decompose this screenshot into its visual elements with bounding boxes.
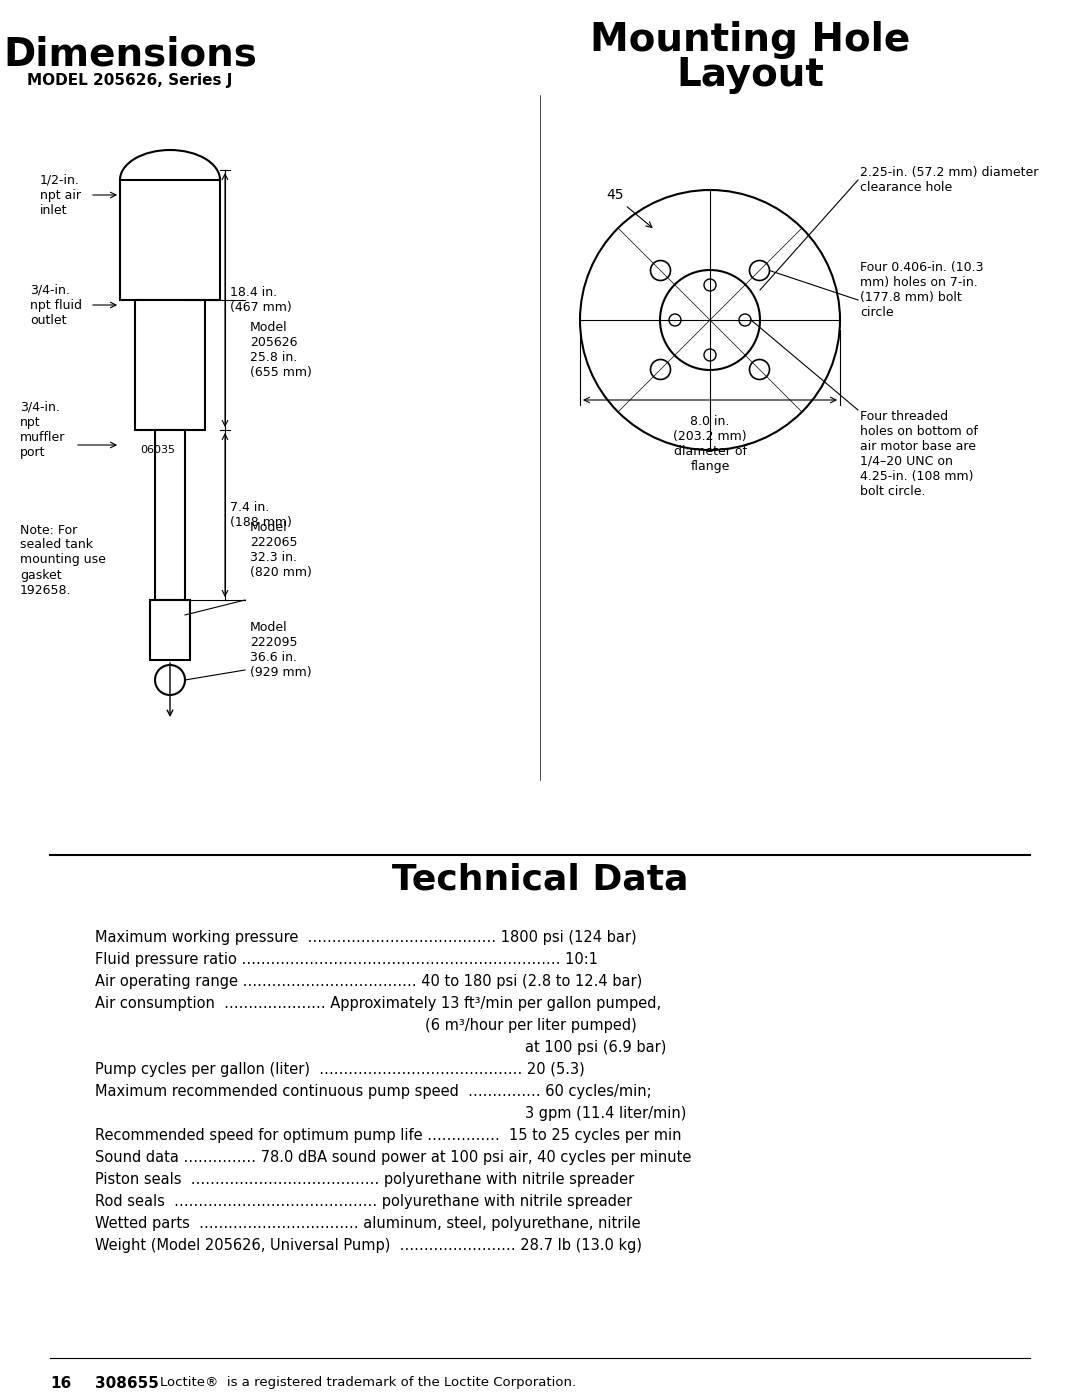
- Text: MODEL 205626, Series J: MODEL 205626, Series J: [27, 73, 232, 88]
- Text: Weight (Model 205626, Universal Pump)  …………………… 28.7 lb (13.0 kg): Weight (Model 205626, Universal Pump) ………: [95, 1238, 642, 1253]
- Text: 18.4 in.
(467 mm): 18.4 in. (467 mm): [230, 286, 292, 314]
- Text: 308655: 308655: [95, 1376, 159, 1391]
- Text: Pump cycles per gallon (liter)  …………………………………… 20 (5.3): Pump cycles per gallon (liter) …………………………: [95, 1062, 584, 1077]
- Bar: [156, 430, 185, 599]
- Text: 3 gpm (11.4 liter/min): 3 gpm (11.4 liter/min): [525, 1106, 687, 1120]
- Text: 2.25-in. (57.2 mm) diameter
clearance hole: 2.25-in. (57.2 mm) diameter clearance ho…: [860, 166, 1038, 194]
- Circle shape: [704, 349, 716, 360]
- Text: 06035: 06035: [140, 446, 175, 455]
- Text: Fluid pressure ratio ………………………………………………………… 10:1: Fluid pressure ratio ……………………………………………………: [95, 951, 598, 967]
- Text: Four threaded
holes on bottom of
air motor base are
1/4–20 UNC on
4.25-in. (108 : Four threaded holes on bottom of air mot…: [860, 409, 977, 497]
- Text: 8.0 in.
(203.2 mm)
diameter of
flange: 8.0 in. (203.2 mm) diameter of flange: [673, 415, 746, 474]
- Text: Mounting Hole: Mounting Hole: [590, 21, 910, 59]
- Text: Air operating range ……………………………… 40 to 180 psi (2.8 to 12.4 bar): Air operating range ……………………………… 40 to 1…: [95, 974, 643, 989]
- Bar: [150, 599, 190, 659]
- Circle shape: [580, 190, 840, 450]
- Text: at 100 psi (6.9 bar): at 100 psi (6.9 bar): [525, 1039, 666, 1055]
- Text: Note: For
sealed tank
mounting use
gasket
192658.: Note: For sealed tank mounting use gaske…: [21, 524, 106, 597]
- Circle shape: [750, 359, 769, 380]
- Text: Wetted parts  …………………………… aluminum, steel, polyurethane, nitrile: Wetted parts …………………………… aluminum, steel…: [95, 1215, 640, 1231]
- Text: Technical Data: Technical Data: [392, 863, 688, 897]
- Text: Model
222095
36.6 in.
(929 mm): Model 222095 36.6 in. (929 mm): [249, 622, 312, 679]
- Text: 3/4-in.
npt fluid
outlet: 3/4-in. npt fluid outlet: [30, 284, 82, 327]
- Text: Model
205626
25.8 in.
(655 mm): Model 205626 25.8 in. (655 mm): [249, 321, 312, 379]
- Text: Maximum working pressure  ………………………………… 1800 psi (124 bar): Maximum working pressure ………………………………… 1…: [95, 930, 636, 944]
- Circle shape: [750, 260, 769, 281]
- Text: 16: 16: [50, 1376, 71, 1391]
- Circle shape: [704, 279, 716, 291]
- Circle shape: [650, 359, 671, 380]
- Text: 3/4-in.
npt
muffler
port: 3/4-in. npt muffler port: [21, 401, 66, 460]
- Text: Loctite®  is a registered trademark of the Loctite Corporation.: Loctite® is a registered trademark of th…: [160, 1376, 576, 1389]
- Text: Piston seals  ………………………………… polyurethane with nitrile spreader: Piston seals ………………………………… polyurethane …: [95, 1172, 634, 1187]
- Circle shape: [650, 260, 671, 281]
- Text: 45: 45: [606, 189, 624, 203]
- Text: 7.4 in.
(188 mm): 7.4 in. (188 mm): [230, 502, 292, 529]
- Circle shape: [660, 270, 760, 370]
- Text: Recommended speed for optimum pump life ……………  15 to 25 cycles per min: Recommended speed for optimum pump life …: [95, 1127, 681, 1143]
- Text: Layout: Layout: [676, 56, 824, 94]
- Bar: [135, 300, 205, 430]
- Ellipse shape: [156, 665, 185, 694]
- Ellipse shape: [120, 149, 220, 210]
- Text: (6 m³/hour per liter pumped): (6 m³/hour per liter pumped): [426, 1018, 637, 1032]
- Text: Four 0.406-in. (10.3
mm) holes on 7-in.
(177.8 mm) bolt
circle: Four 0.406-in. (10.3 mm) holes on 7-in. …: [860, 261, 984, 319]
- Text: Model
222065
32.3 in.
(820 mm): Model 222065 32.3 in. (820 mm): [249, 521, 312, 578]
- Circle shape: [669, 314, 681, 326]
- Circle shape: [739, 314, 751, 326]
- Text: Rod seals  …………………………………… polyurethane with nitrile spreader: Rod seals …………………………………… polyurethane wi…: [95, 1194, 632, 1208]
- Text: Sound data …………… 78.0 dBA sound power at 100 psi air, 40 cycles per minute: Sound data …………… 78.0 dBA sound power at…: [95, 1150, 691, 1165]
- Text: Air consumption  ………………… Approximately 13 ft³/min per gallon pumped,: Air consumption ………………… Approximately 13…: [95, 996, 661, 1011]
- Bar: [120, 180, 220, 300]
- Text: 1/2-in.
npt air
inlet: 1/2-in. npt air inlet: [40, 173, 81, 217]
- Text: Dimensions: Dimensions: [3, 36, 257, 74]
- Text: Maximum recommended continuous pump speed  …………… 60 cycles/min;: Maximum recommended continuous pump spee…: [95, 1084, 651, 1099]
